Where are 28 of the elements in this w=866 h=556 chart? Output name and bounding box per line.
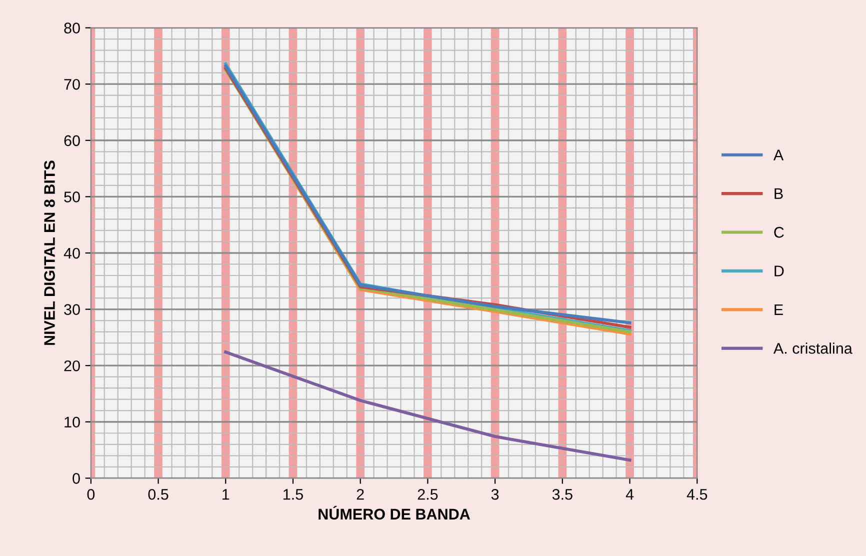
x-tick-label: 2 <box>356 488 364 500</box>
y-tick-label: 10 <box>64 416 80 428</box>
legend-label: A. cristalina <box>773 342 852 354</box>
y-tick-label: 80 <box>64 22 80 34</box>
y-tick-label: 0 <box>72 473 80 484</box>
x-axis-title: NÚMERO DE BANDA <box>318 506 470 520</box>
y-tick-label: 60 <box>64 135 80 146</box>
legend-label: D <box>774 266 784 276</box>
x-tick-label: 4.5 <box>686 489 708 500</box>
x-tick-label: 1 <box>222 489 230 500</box>
x-tick-label: 2.5 <box>418 488 438 500</box>
y-tick-label: 70 <box>64 78 80 90</box>
y-tick-label: 50 <box>64 192 80 202</box>
x-tick-label: 0 <box>87 488 95 500</box>
y-axis-title: NIVEL DIGITAL EN 8 BITS <box>44 160 55 345</box>
y-tick-label: 20 <box>64 360 80 372</box>
legend-label: C <box>774 226 784 238</box>
x-tick-label: 0.5 <box>148 488 168 500</box>
x-tick-label: 3.5 <box>552 488 572 500</box>
x-tick-label: 3 <box>491 488 499 500</box>
x-tick-label: 4 <box>626 489 634 500</box>
y-tick-label: 30 <box>64 304 80 315</box>
x-tick-label: 1.5 <box>284 489 303 500</box>
legend-label: E <box>774 304 783 315</box>
line-series <box>224 350 632 462</box>
legend-label: B <box>774 188 783 199</box>
y-tick-label: 40 <box>64 248 80 259</box>
legend-label: A <box>773 150 784 160</box>
